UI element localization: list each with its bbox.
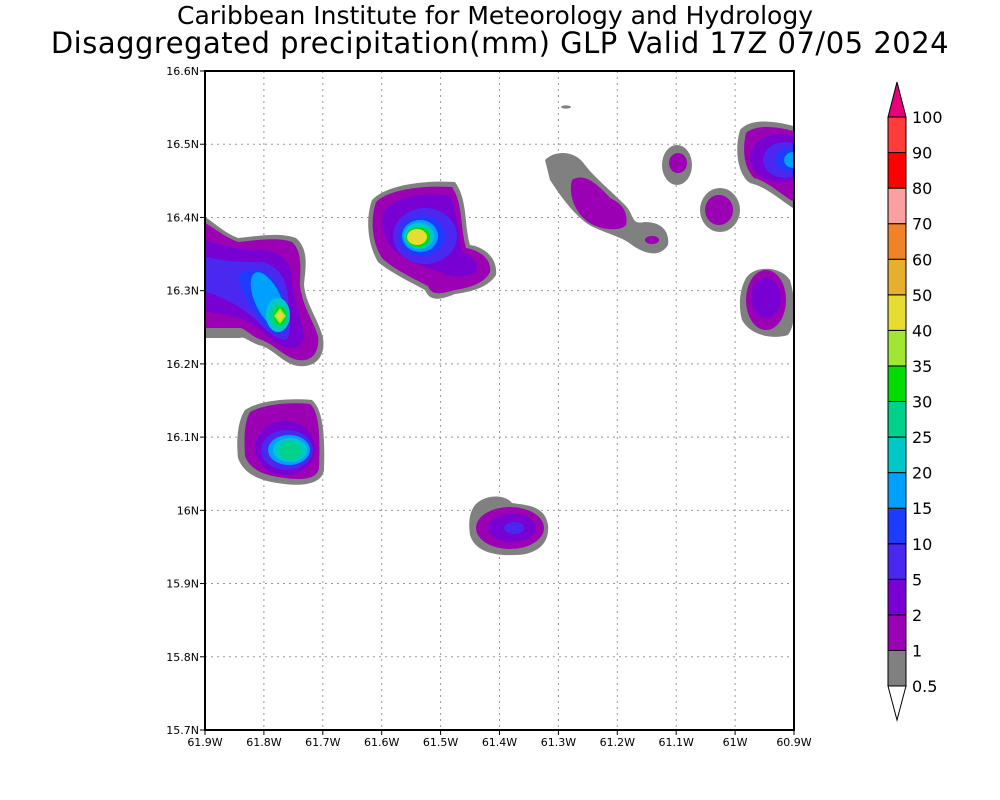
colorbar-label: 50 (912, 286, 932, 305)
rain-cell-south (469, 496, 549, 556)
x-tick-label: 60.9W (776, 736, 811, 749)
y-tick-label: 15.9N (166, 578, 199, 591)
rain-cell-small-1 (662, 145, 692, 185)
colorbar-label: 20 (912, 464, 932, 483)
colorbar-swatch (887, 649, 907, 687)
colorbar-label: 35 (912, 357, 932, 376)
x-tick-label: 61W (723, 736, 748, 749)
colorbar-swatch (887, 152, 907, 189)
rain-cell-left (205, 216, 324, 367)
rain-cell-small-2 (700, 188, 740, 232)
y-axis-ticks: 15.7N 15.8N 15.9N 16N 16.1N 16.2N 16.3N 16.4N 16… (166, 65, 205, 737)
colorbar-label: 40 (912, 321, 932, 340)
rain-cell-lower-left (237, 399, 325, 485)
y-tick-label: 15.7N (166, 724, 199, 737)
colorbar-swatch (887, 116, 907, 154)
rain-speck (561, 105, 571, 109)
colorbar-under-triangle (887, 685, 907, 722)
colorbar-swatch (887, 401, 907, 438)
x-tick-label: 61.8W (246, 736, 281, 749)
colorbar-over-triangle (887, 81, 907, 118)
y-tick-label: 16.3N (166, 285, 199, 298)
y-tick-label: 16.5N (166, 138, 199, 151)
colorbar-label: 1 (912, 641, 922, 660)
colorbar-swatch (887, 258, 907, 296)
colorbar-swatch (887, 614, 907, 651)
colorbar-label: 15 (912, 499, 932, 518)
y-tick-label: 16.1N (166, 431, 199, 444)
colorbar-label: 80 (912, 179, 932, 198)
x-tick-label: 61.6W (364, 736, 399, 749)
colorbar-swatch (887, 543, 907, 580)
x-tick-label: 61.4W (482, 736, 517, 749)
x-tick-label: 61.7W (305, 736, 340, 749)
x-tick-label: 61.3W (541, 736, 576, 749)
colorbar-swatch (887, 578, 907, 616)
y-tick-label: 16N (177, 504, 199, 517)
x-tick-label: 61.1W (659, 736, 694, 749)
colorbar-label: 2 (912, 606, 922, 625)
y-tick-label: 16.2N (166, 358, 199, 371)
colorbar-label: 90 (912, 144, 932, 163)
colorbar-swatch (887, 365, 907, 402)
colorbar-label: 60 (912, 250, 932, 269)
colorbar-swatch (887, 472, 907, 509)
colorbar-label: 100 (912, 108, 943, 127)
rain-cell-east (737, 121, 794, 209)
colorbar-swatch (887, 329, 907, 367)
colorbar-label: 70 (912, 215, 932, 234)
colorbar-swatch (887, 436, 907, 474)
y-tick-label: 16.4N (166, 211, 199, 224)
colorbar-swatch (887, 507, 907, 545)
colorbar-swatch (887, 187, 907, 225)
colorbar-label: 5 (912, 570, 922, 589)
precipitation-field (205, 105, 794, 556)
x-tick-label: 61.5W (423, 736, 458, 749)
title-line2: Disaggregated precipitation(mm) GLP Vali… (50, 26, 950, 60)
y-tick-label: 15.8N (166, 651, 199, 664)
rain-cell-east-lower (739, 268, 794, 337)
colorbar-swatch (887, 294, 907, 331)
rain-cell-northeast-streak (545, 153, 669, 254)
colorbar-label: 30 (912, 393, 932, 412)
colorbar-label: 0.5 (912, 677, 937, 696)
colorbar-swatch (887, 223, 907, 260)
x-tick-label: 61.2W (600, 736, 635, 749)
x-tick-label: 61.9W (187, 736, 222, 749)
colorbar-label: 10 (912, 535, 932, 554)
rain-cell-center (368, 181, 497, 299)
x-axis-ticks: 61.9W 61.8W 61.7W 61.6W 61.5W 61.4W 61.3W 61.2W… (187, 730, 812, 749)
y-tick-label: 16.6N (166, 65, 199, 78)
colorbar-label: 25 (912, 428, 932, 447)
title-line1: Caribbean Institute for Meteorology and … (177, 1, 813, 30)
